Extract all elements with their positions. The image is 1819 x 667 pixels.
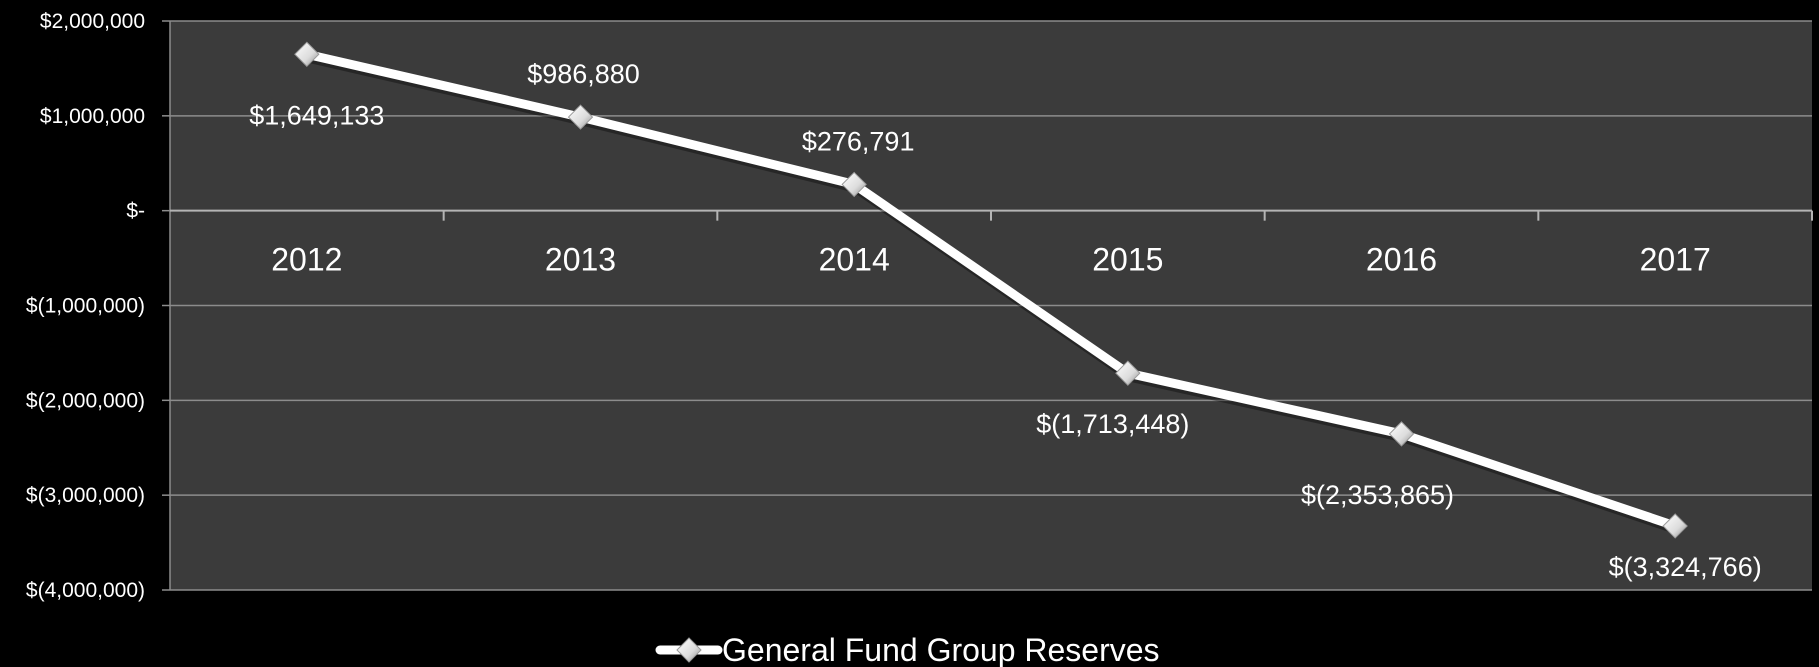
legend: General Fund Group Reserves [655,632,1160,667]
data-label: $276,791 [802,126,915,156]
series-general-fund-group-reserves [294,41,1688,539]
y-tick-label: $(1,000,000) [26,295,145,318]
y-tick-label: $2,000,000 [40,10,145,33]
data-label: $1,649,133 [249,100,384,130]
data-label: $(2,353,865) [1301,480,1454,510]
x-tick-label: 2014 [819,242,890,278]
series-line [302,49,1680,531]
y-tick-label: $(4,000,000) [26,579,145,602]
x-tick-label: 2012 [271,242,342,278]
data-point-marker [294,41,320,67]
data-point-marker [567,104,594,130]
legend-label: General Fund Group Reserves [722,632,1160,667]
y-tick-label: $1,000,000 [40,105,145,128]
data-point-marker [1662,513,1688,539]
data-point-marker [1115,360,1141,386]
data-point-marker [841,171,867,198]
data-label: $(1,713,448) [1036,409,1189,439]
y-tick-label: $(2,000,000) [26,389,145,412]
x-tick-label: 2015 [1092,242,1163,278]
x-tick-label: 2016 [1366,242,1437,278]
legend-marker-icon [676,637,702,663]
gridlines [170,20,1812,591]
x-tick-label: 2017 [1640,242,1711,278]
data-point-marker [1388,421,1415,447]
data-labels: $1,649,133 $986,880 $276,791 $(1,713,448) $(… [249,59,1761,582]
axes: $2,000,000 $1,000,000 $- $(1,000,000) $(2,00… [26,10,1813,602]
data-label: $986,880 [527,59,640,89]
x-tick-label: 2013 [545,242,616,278]
y-tick-label: $(3,000,000) [26,484,145,507]
y-tick-label: $- [126,200,145,223]
data-label: $(3,324,766) [1609,552,1762,582]
